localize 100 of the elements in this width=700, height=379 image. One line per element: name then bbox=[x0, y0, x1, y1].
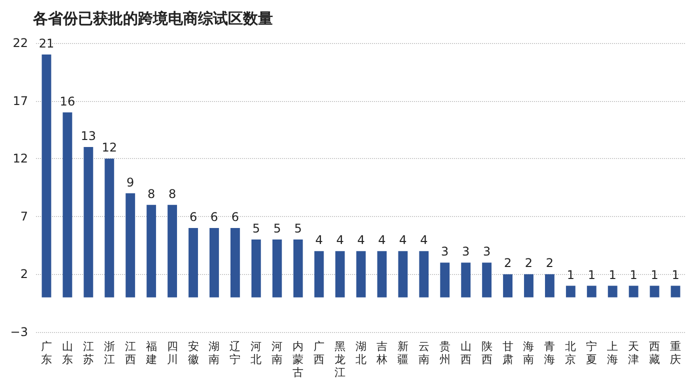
x-tick-label: 山西 bbox=[460, 340, 472, 366]
bar bbox=[356, 251, 366, 298]
x-tick-label: 福建 bbox=[144, 340, 157, 366]
data-label: 2 bbox=[504, 256, 512, 270]
x-tick-label: 吉林 bbox=[375, 340, 388, 366]
data-label: 5 bbox=[273, 222, 281, 236]
data-label: 1 bbox=[650, 268, 658, 282]
data-label: 3 bbox=[462, 244, 470, 259]
data-label: 8 bbox=[168, 186, 176, 201]
bar bbox=[650, 286, 660, 298]
x-tick-label: 新疆 bbox=[397, 340, 408, 366]
x-tick-label: 江苏 bbox=[82, 340, 94, 366]
x-tick-label: 北京 bbox=[565, 340, 576, 366]
data-label: 4 bbox=[399, 233, 407, 248]
bar bbox=[62, 112, 72, 298]
bar bbox=[482, 262, 492, 298]
x-tick-label: 浙江 bbox=[104, 340, 115, 366]
data-label: 6 bbox=[231, 210, 240, 224]
bar bbox=[168, 204, 178, 298]
data-label: 9 bbox=[126, 175, 134, 190]
bar bbox=[293, 240, 303, 298]
x-tick-label: 湖南 bbox=[208, 340, 220, 366]
bar bbox=[566, 286, 576, 298]
bar bbox=[251, 240, 261, 298]
bar bbox=[544, 274, 554, 298]
bar bbox=[440, 262, 450, 298]
bar bbox=[104, 158, 114, 298]
bar bbox=[188, 228, 198, 298]
bar bbox=[608, 286, 618, 298]
data-label: 4 bbox=[420, 233, 428, 248]
data-label: 1 bbox=[608, 268, 616, 282]
x-tick-label: 西藏 bbox=[649, 340, 660, 366]
y-tick-label: 7 bbox=[20, 209, 28, 224]
x-tick-label: 辽宁 bbox=[230, 340, 241, 366]
x-tick-label: 内蒙古 bbox=[292, 340, 304, 379]
x-tick-label: 江西 bbox=[124, 340, 136, 366]
x-tick-label: 安徽 bbox=[188, 340, 199, 366]
x-tick-label: 湖北 bbox=[356, 340, 366, 366]
x-tick-label: 海南 bbox=[523, 340, 534, 366]
x-tick-label: 河北 bbox=[250, 340, 262, 366]
x-tick-label: 甘肃 bbox=[502, 340, 514, 366]
x-tick-label: 重庆 bbox=[670, 340, 682, 366]
data-label: 13 bbox=[80, 129, 96, 144]
y-tick-label: −3 bbox=[10, 325, 28, 339]
x-tick-label: 宁夏 bbox=[586, 340, 598, 366]
bar bbox=[335, 251, 345, 298]
bar bbox=[503, 274, 512, 298]
data-label: 12 bbox=[102, 140, 118, 155]
data-label: 21 bbox=[38, 36, 54, 51]
data-label: 1 bbox=[672, 268, 680, 282]
bar bbox=[42, 54, 52, 298]
bar bbox=[524, 274, 534, 298]
x-tick-label: 青海 bbox=[544, 340, 556, 366]
bar bbox=[272, 240, 282, 298]
data-label: 5 bbox=[252, 222, 260, 236]
data-label: 5 bbox=[294, 222, 302, 236]
bar bbox=[314, 251, 324, 298]
data-label: 4 bbox=[357, 233, 365, 248]
data-label: 16 bbox=[60, 94, 76, 108]
data-label: 6 bbox=[189, 210, 198, 224]
data-label: 3 bbox=[482, 244, 491, 259]
y-tick-label: 22 bbox=[12, 36, 28, 50]
data-label: 2 bbox=[524, 256, 533, 270]
x-tick-label: 贵州 bbox=[439, 340, 450, 366]
data-label: 8 bbox=[148, 186, 156, 201]
x-tick-label: 陕西 bbox=[481, 340, 492, 366]
data-label: 2 bbox=[546, 256, 554, 270]
data-label: 1 bbox=[566, 268, 574, 282]
bar bbox=[461, 262, 471, 298]
x-tick-label: 四川 bbox=[166, 340, 178, 366]
y-tick-label: 17 bbox=[12, 94, 28, 108]
data-label: 3 bbox=[441, 244, 449, 259]
bar bbox=[126, 193, 136, 298]
bar bbox=[377, 251, 387, 298]
chart-title: 各省份已获批的跨境电商综试区数量 bbox=[32, 10, 273, 28]
bar bbox=[84, 147, 94, 298]
bar bbox=[586, 286, 596, 298]
x-tick-label: 山东 bbox=[62, 340, 73, 366]
bar bbox=[628, 286, 638, 298]
x-tick-label: 广东 bbox=[40, 340, 52, 366]
bar bbox=[146, 204, 156, 298]
bar bbox=[670, 286, 680, 298]
x-tick-label: 黑龙江 bbox=[334, 340, 346, 379]
data-label: 1 bbox=[588, 268, 596, 282]
bar bbox=[230, 228, 240, 298]
bar bbox=[210, 228, 219, 298]
data-label: 1 bbox=[630, 268, 638, 282]
x-tick-label: 河南 bbox=[272, 340, 283, 366]
x-tick-label: 云南 bbox=[418, 340, 430, 366]
y-tick-label: 2 bbox=[20, 267, 28, 282]
data-label: 4 bbox=[315, 233, 323, 248]
y-tick-label: 12 bbox=[12, 152, 28, 166]
data-label: 4 bbox=[336, 233, 344, 248]
bar bbox=[419, 251, 429, 298]
data-label: 6 bbox=[210, 210, 218, 224]
x-tick-label: 广西 bbox=[314, 340, 325, 366]
data-label: 4 bbox=[378, 233, 386, 248]
x-tick-label: 上海 bbox=[607, 340, 618, 366]
x-tick-label: 天津 bbox=[628, 340, 640, 366]
bar bbox=[398, 251, 408, 298]
